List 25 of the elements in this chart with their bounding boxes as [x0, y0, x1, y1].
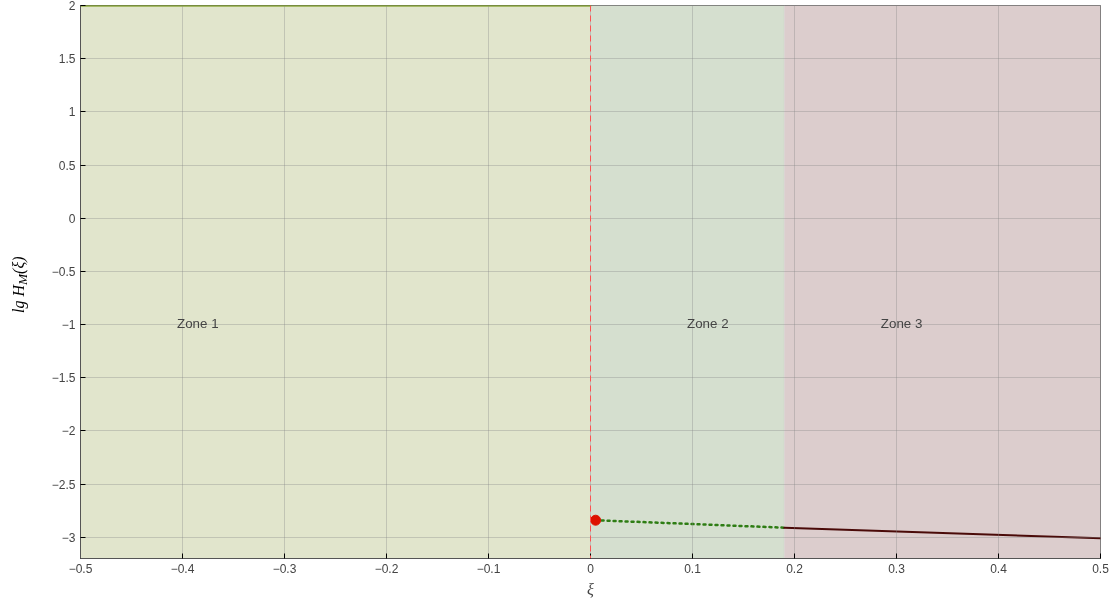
y-tick-label: −1.5	[51, 371, 76, 386]
x-tick-label: −0.1	[476, 561, 501, 576]
x-tick-label: −0.4	[170, 561, 195, 576]
y-tick-label: −3	[61, 530, 76, 545]
y-tick-label: −0.5	[51, 264, 76, 279]
x-tick-label: 0.3	[888, 561, 906, 576]
x-axis-title: ξ	[587, 580, 595, 598]
x-tick-label: 0.5	[1092, 561, 1110, 576]
x-tick-label: −0.3	[272, 561, 297, 576]
band-label: Zone 1	[177, 315, 219, 331]
band-label: Zone 3	[880, 315, 923, 331]
y-tick-label: 1	[68, 105, 76, 120]
x-tick-label: −0.2	[374, 561, 399, 576]
y-tick-label: 0	[68, 211, 76, 226]
y-tick-label: 1.5	[58, 52, 76, 67]
y-tick-label: −1	[61, 318, 76, 333]
x-tick-label: 0	[587, 561, 595, 576]
y-tick-label: 0.5	[58, 158, 76, 173]
band-label: Zone 2	[687, 315, 729, 331]
x-tick-label: 0.4	[990, 561, 1008, 576]
y-tick-label: −2.5	[51, 477, 76, 492]
x-tick-label: 0.1	[684, 561, 702, 576]
y-tick-label: 2	[68, 0, 76, 13]
x-tick-label: 0.2	[786, 561, 804, 576]
y-tick-label: −2	[61, 424, 76, 439]
